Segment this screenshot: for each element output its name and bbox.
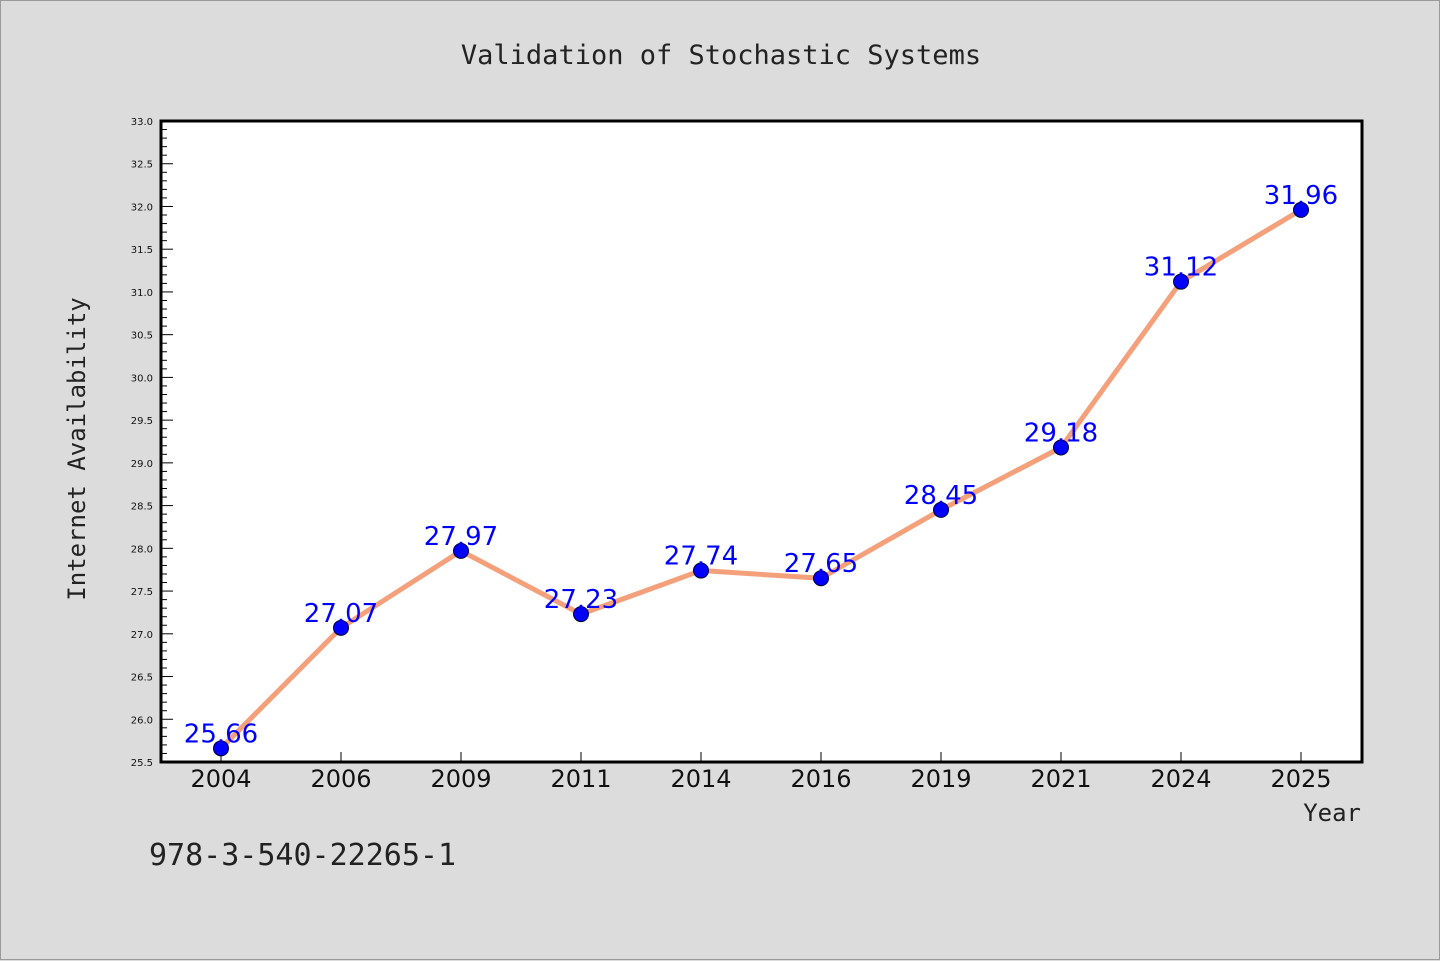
data-point bbox=[213, 740, 229, 757]
x-tick-label: 2014 bbox=[670, 765, 731, 793]
x-tick-label: 2006 bbox=[310, 765, 371, 793]
x-tick-label: 2011 bbox=[550, 765, 611, 793]
y-axis-ticks: 25.5 26.0 26.5 27.0 27.5 28.0 28.5 29.0 29.5 30.0… bbox=[131, 117, 173, 769]
x-tick-label: 2009 bbox=[430, 765, 491, 793]
y-tick-label: 32.5 bbox=[131, 160, 153, 171]
x-tick-label: 2024 bbox=[1150, 765, 1211, 793]
data-label: 27.97 bbox=[424, 522, 498, 552]
x-axis-label: Year bbox=[1303, 799, 1361, 827]
x-tick-label: 2004 bbox=[190, 765, 251, 793]
data-point bbox=[333, 619, 349, 636]
y-tick-label: 28.0 bbox=[131, 544, 153, 555]
data-label: 28.45 bbox=[904, 481, 978, 511]
plot-area bbox=[159, 119, 1364, 764]
y-tick-label: 29.5 bbox=[131, 416, 153, 427]
y-axis-label: Internet Availability bbox=[63, 297, 91, 600]
footer-id-text: 978-3-540-22265-1 bbox=[149, 838, 456, 873]
data-point bbox=[1293, 201, 1309, 218]
y-tick-label: 28.5 bbox=[131, 502, 153, 513]
y-tick-label: 31.0 bbox=[131, 288, 153, 299]
data-label: 29.18 bbox=[1024, 418, 1098, 448]
x-tick-label: 2016 bbox=[790, 765, 851, 793]
y-tick-label: 26.5 bbox=[131, 673, 153, 684]
y-tick-label: 25.5 bbox=[131, 758, 153, 769]
y-tick-label: 31.5 bbox=[131, 245, 153, 256]
data-point bbox=[933, 501, 949, 518]
series-group: 25.66 27.07 27.97 27.23 27.74 27.65 28.45 29.18… bbox=[184, 181, 1338, 757]
data-label: 31.12 bbox=[1144, 253, 1218, 283]
y-tick-label: 29.0 bbox=[131, 459, 153, 470]
series-line bbox=[218, 207, 1304, 751]
y-tick-label: 27.5 bbox=[131, 587, 153, 598]
data-label: 27.74 bbox=[664, 542, 738, 572]
y-tick-label: 30.0 bbox=[131, 373, 153, 384]
y-tick-label: 27.0 bbox=[131, 630, 153, 641]
x-tick-label: 2021 bbox=[1030, 765, 1091, 793]
data-point bbox=[813, 570, 829, 587]
x-tick-label: 2019 bbox=[910, 765, 971, 793]
data-point bbox=[1173, 273, 1189, 290]
data-label: 31.96 bbox=[1264, 181, 1338, 211]
chart-title: Validation of Stochastic Systems bbox=[461, 40, 981, 71]
data-label: 27.07 bbox=[304, 599, 378, 629]
data-point bbox=[1053, 439, 1069, 456]
data-label: 27.23 bbox=[544, 585, 618, 615]
y-tick-label: 30.5 bbox=[131, 331, 153, 342]
data-label: 25.66 bbox=[184, 719, 258, 749]
x-axis-ticks: 2004 2006 2009 2011 2014 2016 2019 2021 2024 2025 bbox=[190, 752, 1332, 793]
x-tick-label: 2025 bbox=[1270, 765, 1331, 793]
data-label: 27.65 bbox=[784, 549, 858, 579]
data-point bbox=[453, 542, 469, 559]
y-tick-label: 26.0 bbox=[131, 715, 153, 726]
y-tick-label: 33.0 bbox=[131, 117, 153, 128]
y-tick-label: 32.0 bbox=[131, 202, 153, 213]
data-point bbox=[693, 562, 709, 579]
data-point bbox=[573, 606, 589, 623]
